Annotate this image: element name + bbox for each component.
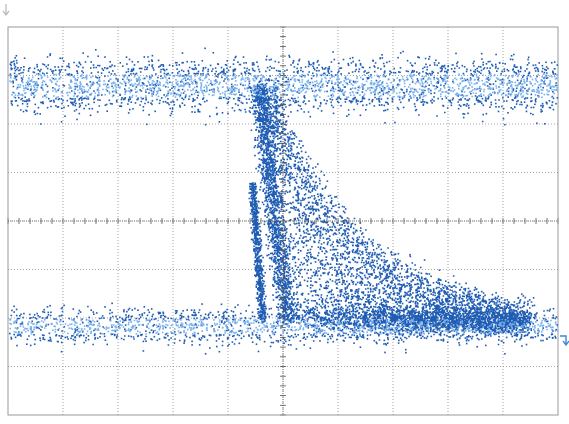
page: (() => { const data = JSON.parse(documen… bbox=[0, 0, 569, 424]
trigger-marker bbox=[3, 4, 9, 15]
scope-screen bbox=[0, 0, 569, 424]
ground-marker bbox=[560, 336, 569, 345]
